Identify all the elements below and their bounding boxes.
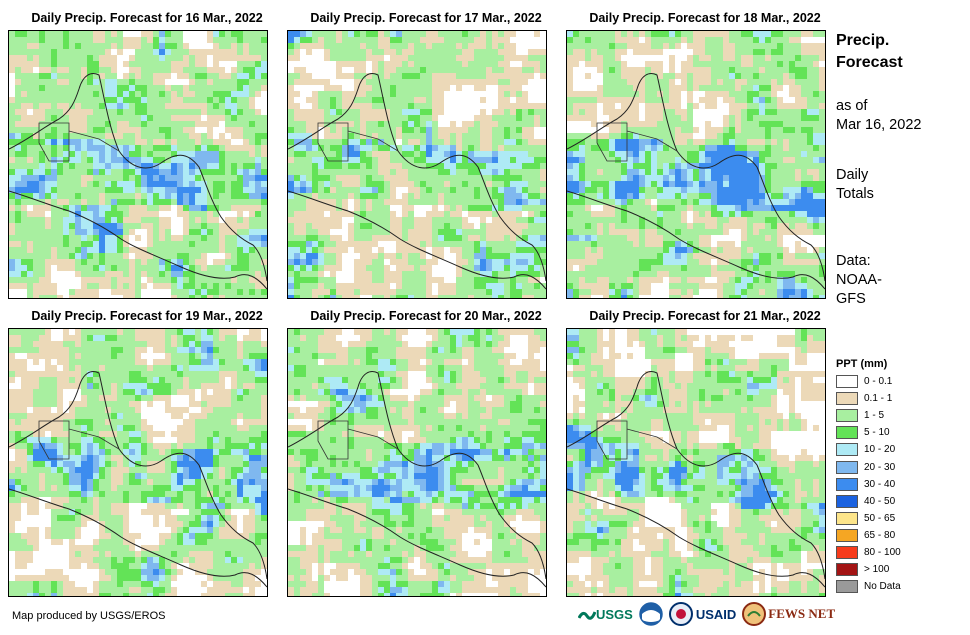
precip-raster [288, 329, 546, 596]
legend-label: 0 - 0.1 [864, 376, 893, 388]
coastline [9, 371, 267, 580]
agency-logos: USGS USAID FEWS NET [578, 600, 835, 628]
map-credit: Map produced by USGS/EROS [12, 610, 166, 622]
precip-map [287, 30, 547, 299]
panel-title: Daily Precip. Forecast for 19 Mar., 2022 [31, 309, 263, 323]
legend-item: 80 - 100 [836, 544, 961, 561]
coastline [567, 73, 825, 282]
legend-label: 65 - 80 [864, 529, 896, 541]
coastline [288, 73, 546, 282]
legend-item: No Data [836, 578, 961, 595]
legend-label: 5 - 10 [864, 427, 890, 439]
coastline [288, 488, 546, 588]
daily-totals-note: Daily Totals [836, 167, 874, 202]
coastline [9, 488, 267, 588]
coastline [567, 371, 825, 580]
legend-item: 10 - 20 [836, 441, 961, 458]
legend-item: 0.1 - 1 [836, 390, 961, 407]
forecast-panel-4: Daily Precip. Forecast for 19 Mar., 2022 [6, 306, 288, 597]
precip-map [8, 328, 268, 597]
panel-title: Daily Precip. Forecast for 20 Mar., 2022 [310, 309, 542, 323]
legend-label: > 100 [864, 564, 890, 576]
country-border [38, 420, 120, 460]
legend-swatch [836, 460, 858, 474]
legend-swatch [836, 409, 858, 423]
precip-raster [288, 31, 546, 298]
forecast-panel-3: Daily Precip. Forecast for 18 Mar., 2022 [564, 8, 846, 299]
precip-map [8, 30, 268, 299]
noaa-seal-icon [639, 602, 663, 626]
data-source: Data: NOAA- GFS [836, 253, 882, 307]
legend-label: 1 - 5 [864, 410, 885, 422]
legend-swatch [836, 580, 858, 594]
legend-swatch [836, 494, 858, 508]
fewsnet-emblem-icon [742, 602, 767, 626]
panel-title: Daily Precip. Forecast for 21 Mar., 2022 [589, 309, 821, 323]
country-border [317, 420, 399, 460]
panel-title: Daily Precip. Forecast for 18 Mar., 2022 [589, 11, 821, 25]
precip-map [566, 328, 826, 597]
legend-item: 1 - 5 [836, 407, 961, 424]
legend-label: 30 - 40 [864, 478, 896, 490]
precip-raster [567, 31, 825, 298]
coastline [9, 73, 267, 282]
legend-item: 5 - 10 [836, 424, 961, 441]
legend-item: 40 - 50 [836, 493, 961, 510]
coastline [567, 488, 825, 588]
legend-swatch [836, 511, 858, 525]
legend-item: 0 - 0.1 [836, 373, 961, 390]
legend-swatch [836, 528, 858, 542]
legend-item: 50 - 65 [836, 510, 961, 527]
legend-swatch [836, 375, 858, 389]
legend-item: 30 - 40 [836, 476, 961, 493]
country-border [596, 122, 678, 162]
legend-item: 65 - 80 [836, 527, 961, 544]
coastline [288, 190, 546, 290]
coastline [567, 190, 825, 290]
precip-map [287, 328, 547, 597]
coastline [288, 371, 546, 580]
forecast-panel-5: Daily Precip. Forecast for 20 Mar., 2022 [285, 306, 567, 597]
legend-title: PPT (mm) [836, 358, 888, 370]
usaid-logo: USAID [668, 602, 736, 626]
panel-title: Daily Precip. Forecast for 16 Mar., 2022 [31, 11, 263, 25]
noaa-logo [639, 602, 663, 626]
usgs-wave-icon [578, 611, 596, 620]
legend-swatch [836, 477, 858, 491]
legend-label: 10 - 20 [864, 444, 896, 456]
legend-label: 20 - 30 [864, 461, 896, 473]
coastline [9, 190, 267, 290]
forecast-panel-1: Daily Precip. Forecast for 16 Mar., 2022 [6, 8, 288, 299]
legend-swatch [836, 443, 858, 457]
usgs-logo: USGS [578, 606, 633, 622]
country-border [317, 122, 399, 162]
precip-raster [9, 31, 267, 298]
legend-swatch [836, 392, 858, 406]
precip-raster [9, 329, 267, 596]
legend-swatch [836, 563, 858, 577]
usaid-seal-icon [668, 602, 693, 626]
precip-map [566, 30, 826, 299]
legend-item: 20 - 30 [836, 458, 961, 475]
legend-label: 50 - 65 [864, 512, 896, 524]
legend-label: 0.1 - 1 [864, 393, 893, 405]
forecast-panel-2: Daily Precip. Forecast for 17 Mar., 2022 [285, 8, 567, 299]
panel-title: Daily Precip. Forecast for 17 Mar., 2022 [310, 11, 542, 25]
legend-swatch [836, 545, 858, 559]
forecast-panel-6: Daily Precip. Forecast for 21 Mar., 2022 [564, 306, 846, 597]
legend: PPT (mm) 0 - 0.1 0.1 - 1 1 - 5 5 - 10 10 - 2… [836, 355, 961, 595]
legend-label: 80 - 100 [864, 546, 901, 558]
legend-item: > 100 [836, 561, 961, 578]
legend-label: No Data [864, 581, 901, 593]
country-border [38, 122, 120, 162]
as-of-date: as of Mar 16, 2022 [836, 98, 922, 133]
side-title: Precip. Forecast [836, 32, 903, 71]
precip-raster [567, 329, 825, 596]
country-border [596, 420, 678, 460]
fewsnet-logo: FEWS NET [742, 602, 835, 626]
legend-label: 40 - 50 [864, 495, 896, 507]
legend-swatch [836, 426, 858, 440]
